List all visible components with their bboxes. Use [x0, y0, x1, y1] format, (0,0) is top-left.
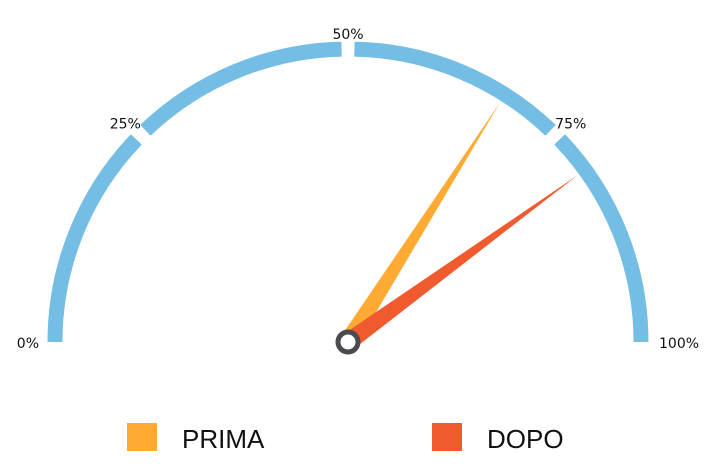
tick-label: 25% — [110, 116, 141, 132]
needle-prima — [340, 102, 501, 347]
gauge-arc-segment — [140, 41, 342, 136]
legend-swatch-dopo — [432, 423, 462, 451]
needle-hub — [335, 329, 361, 355]
gauge-arc-segment — [554, 134, 649, 343]
needle-dopo — [342, 175, 578, 350]
legend-swatch-prima — [127, 423, 157, 451]
tick-label: 75% — [555, 116, 586, 132]
tick-label: 0% — [17, 336, 39, 352]
legend-label: PRIMA — [182, 424, 265, 454]
gauge-arc-segment — [354, 41, 556, 136]
tick-label: 100% — [659, 336, 699, 352]
gauge-arc-segment — [47, 134, 142, 343]
tick-label: 50% — [332, 27, 363, 43]
legend-label: DOPO — [487, 424, 564, 454]
